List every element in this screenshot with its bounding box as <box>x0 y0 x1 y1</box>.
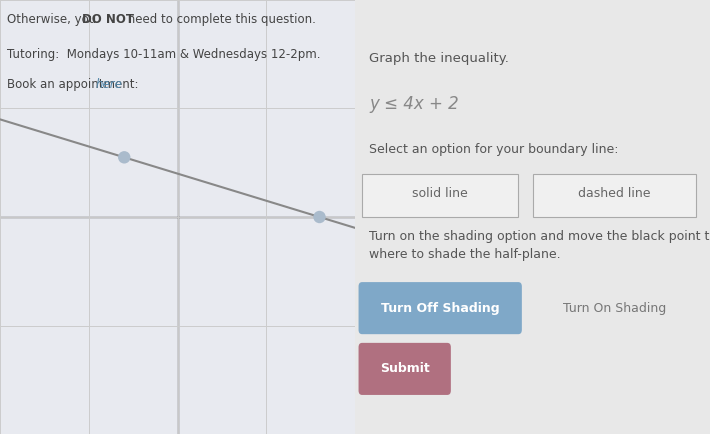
Text: Turn on the shading option and move the black point to show
where to shade the h: Turn on the shading option and move the … <box>369 230 710 261</box>
Text: DO NOT: DO NOT <box>82 13 133 26</box>
FancyBboxPatch shape <box>359 282 522 334</box>
FancyBboxPatch shape <box>532 174 696 217</box>
Text: Turn Off Shading: Turn Off Shading <box>381 302 500 315</box>
Text: Tutoring:  Mondays 10-11am & Wednesdays 12-2pm.: Tutoring: Mondays 10-11am & Wednesdays 1… <box>7 48 321 61</box>
Point <box>314 214 325 220</box>
FancyBboxPatch shape <box>362 174 518 217</box>
Text: solid line: solid line <box>413 187 468 200</box>
Text: Submit: Submit <box>380 362 430 375</box>
Text: Otherwise, you: Otherwise, you <box>7 13 100 26</box>
Text: need to complete this question.: need to complete this question. <box>124 13 316 26</box>
Point <box>119 154 130 161</box>
Text: dashed line: dashed line <box>578 187 650 200</box>
FancyBboxPatch shape <box>359 343 451 395</box>
Text: Graph the inequality.: Graph the inequality. <box>369 52 509 65</box>
Text: Turn On Shading: Turn On Shading <box>562 302 666 315</box>
Text: Book an appointment:: Book an appointment: <box>7 78 146 91</box>
Text: y ≤ 4x + 2: y ≤ 4x + 2 <box>369 95 459 113</box>
Text: here: here <box>96 78 123 91</box>
Text: Select an option for your boundary line:: Select an option for your boundary line: <box>369 143 618 156</box>
